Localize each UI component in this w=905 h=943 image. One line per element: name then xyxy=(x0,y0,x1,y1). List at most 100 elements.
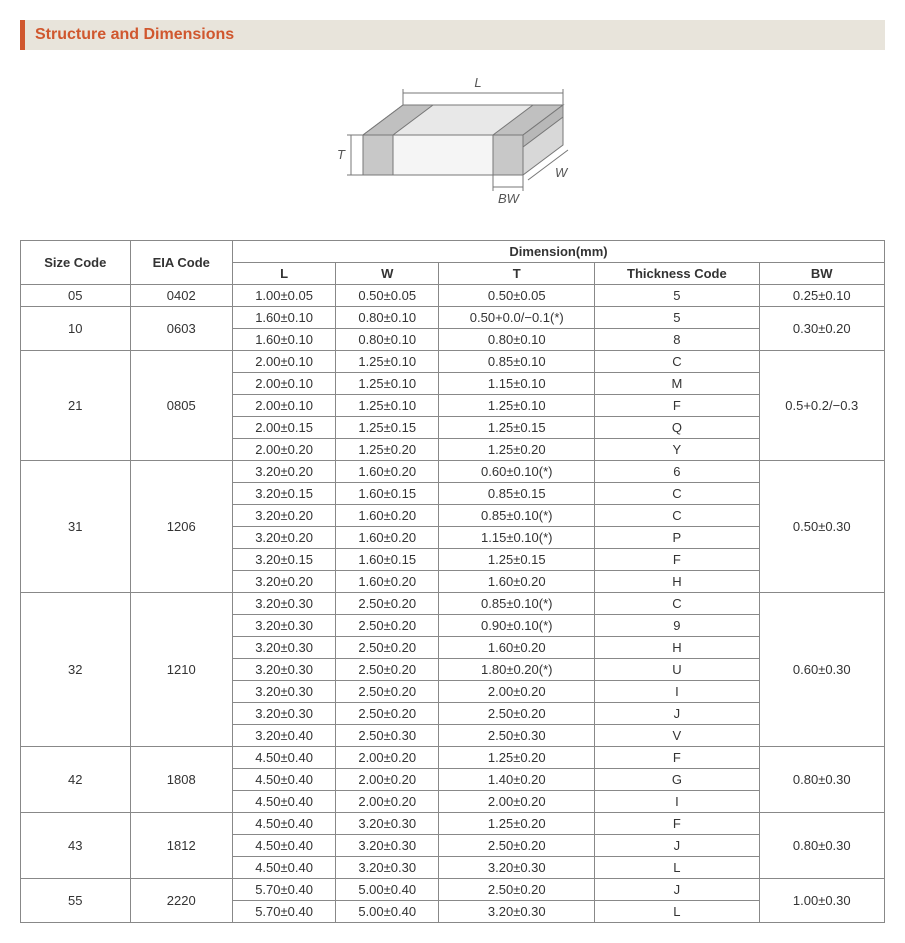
cell-T: 2.00±0.20 xyxy=(439,791,595,813)
th-BW: BW xyxy=(759,263,884,285)
cell-L: 2.00±0.10 xyxy=(233,351,336,373)
cell-bw: 0.30±0.20 xyxy=(759,307,884,351)
cell-tc: U xyxy=(595,659,759,681)
cell-eia-code: 0402 xyxy=(130,285,233,307)
cell-L: 2.00±0.15 xyxy=(233,417,336,439)
cell-W: 2.50±0.20 xyxy=(336,637,439,659)
cell-T: 1.15±0.10 xyxy=(439,373,595,395)
cell-tc: 9 xyxy=(595,615,759,637)
cell-tc: J xyxy=(595,703,759,725)
th-dimension: Dimension(mm) xyxy=(233,241,885,263)
cell-tc: L xyxy=(595,857,759,879)
cell-L: 3.20±0.30 xyxy=(233,659,336,681)
cell-eia-code: 1808 xyxy=(130,747,233,813)
cell-W: 1.60±0.15 xyxy=(336,483,439,505)
cell-L: 1.60±0.10 xyxy=(233,329,336,351)
cell-W: 1.25±0.20 xyxy=(336,439,439,461)
cell-L: 4.50±0.40 xyxy=(233,769,336,791)
cell-tc: I xyxy=(595,681,759,703)
cell-W: 1.60±0.20 xyxy=(336,505,439,527)
cell-W: 2.50±0.20 xyxy=(336,703,439,725)
cell-T: 1.15±0.10(*) xyxy=(439,527,595,549)
table-row: 2108052.00±0.101.25±0.100.85±0.10C0.5+0.… xyxy=(21,351,885,373)
cell-tc: C xyxy=(595,505,759,527)
cell-T: 1.60±0.20 xyxy=(439,571,595,593)
table-row: 0504021.00±0.050.50±0.050.50±0.0550.25±0… xyxy=(21,285,885,307)
cell-W: 0.80±0.10 xyxy=(336,329,439,351)
cell-T: 0.85±0.15 xyxy=(439,483,595,505)
cell-T: 1.25±0.15 xyxy=(439,549,595,571)
cell-tc: V xyxy=(595,725,759,747)
cell-W: 1.25±0.10 xyxy=(336,373,439,395)
cell-bw: 0.60±0.30 xyxy=(759,593,884,747)
cell-W: 1.25±0.15 xyxy=(336,417,439,439)
cell-tc: J xyxy=(595,835,759,857)
cell-W: 2.50±0.20 xyxy=(336,593,439,615)
th-W: W xyxy=(336,263,439,285)
table-row: 4318124.50±0.403.20±0.301.25±0.20F0.80±0… xyxy=(21,813,885,835)
cell-size-code: 55 xyxy=(21,879,131,923)
th-T: T xyxy=(439,263,595,285)
cell-size-code: 05 xyxy=(21,285,131,307)
cell-T: 3.20±0.30 xyxy=(439,901,595,923)
th-L: L xyxy=(233,263,336,285)
cell-L: 5.70±0.40 xyxy=(233,879,336,901)
cell-L: 3.20±0.30 xyxy=(233,593,336,615)
cell-L: 3.20±0.20 xyxy=(233,505,336,527)
cell-L: 4.50±0.40 xyxy=(233,813,336,835)
cell-eia-code: 1210 xyxy=(130,593,233,747)
cell-W: 5.00±0.40 xyxy=(336,879,439,901)
cell-tc: F xyxy=(595,395,759,417)
cell-T: 1.25±0.20 xyxy=(439,813,595,835)
cell-bw: 0.80±0.30 xyxy=(759,747,884,813)
cell-tc: F xyxy=(595,549,759,571)
dimensions-table: Size Code EIA Code Dimension(mm) L W T T… xyxy=(20,240,885,923)
cell-tc: F xyxy=(595,813,759,835)
cell-T: 1.60±0.20 xyxy=(439,637,595,659)
table-row: 1006031.60±0.100.80±0.100.50+0.0/−0.1(*)… xyxy=(21,307,885,329)
label-L: L xyxy=(474,75,481,90)
cell-L: 3.20±0.30 xyxy=(233,681,336,703)
cell-W: 2.50±0.20 xyxy=(336,615,439,637)
cell-W: 5.00±0.40 xyxy=(336,901,439,923)
cell-tc: L xyxy=(595,901,759,923)
cell-tc: F xyxy=(595,747,759,769)
cell-tc: Y xyxy=(595,439,759,461)
cell-tc: P xyxy=(595,527,759,549)
cell-eia-code: 0603 xyxy=(130,307,233,351)
cell-bw: 0.80±0.30 xyxy=(759,813,884,879)
cell-T: 0.50±0.05 xyxy=(439,285,595,307)
cell-W: 1.25±0.10 xyxy=(336,395,439,417)
cell-tc: G xyxy=(595,769,759,791)
cell-bw: 1.00±0.30 xyxy=(759,879,884,923)
cell-W: 2.50±0.20 xyxy=(336,659,439,681)
cell-W: 1.60±0.20 xyxy=(336,571,439,593)
cell-T: 0.80±0.10 xyxy=(439,329,595,351)
cell-T: 2.50±0.20 xyxy=(439,879,595,901)
cell-T: 1.25±0.20 xyxy=(439,747,595,769)
th-size-code: Size Code xyxy=(21,241,131,285)
cell-W: 1.25±0.10 xyxy=(336,351,439,373)
cell-W: 1.60±0.20 xyxy=(336,461,439,483)
cell-L: 2.00±0.10 xyxy=(233,373,336,395)
cell-W: 0.50±0.05 xyxy=(336,285,439,307)
table-row: 3212103.20±0.302.50±0.200.85±0.10(*)C0.6… xyxy=(21,593,885,615)
cell-size-code: 10 xyxy=(21,307,131,351)
cell-T: 2.50±0.20 xyxy=(439,703,595,725)
cell-T: 0.50+0.0/−0.1(*) xyxy=(439,307,595,329)
cell-W: 3.20±0.30 xyxy=(336,835,439,857)
cell-W: 2.00±0.20 xyxy=(336,747,439,769)
cell-L: 4.50±0.40 xyxy=(233,791,336,813)
cell-bw: 0.25±0.10 xyxy=(759,285,884,307)
cell-T: 0.85±0.10(*) xyxy=(439,593,595,615)
cell-size-code: 32 xyxy=(21,593,131,747)
cell-tc: 5 xyxy=(595,307,759,329)
cell-size-code: 43 xyxy=(21,813,131,879)
table-row: 5522205.70±0.405.00±0.402.50±0.20J1.00±0… xyxy=(21,879,885,901)
cell-L: 3.20±0.20 xyxy=(233,461,336,483)
cell-tc: J xyxy=(595,879,759,901)
cell-L: 3.20±0.40 xyxy=(233,725,336,747)
table-header-row-1: Size Code EIA Code Dimension(mm) xyxy=(21,241,885,263)
cell-L: 5.70±0.40 xyxy=(233,901,336,923)
cell-T: 0.60±0.10(*) xyxy=(439,461,595,483)
